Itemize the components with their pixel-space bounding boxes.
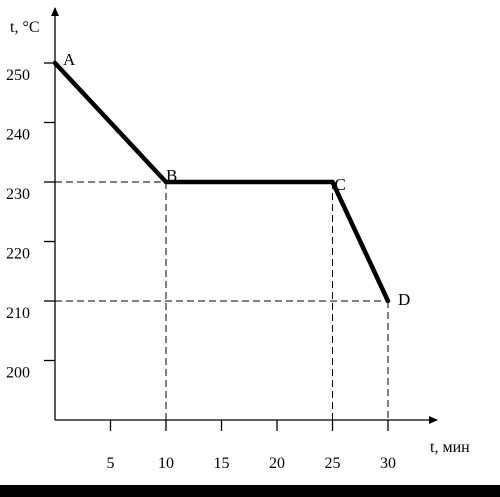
x-tick-label: 25 <box>325 455 341 472</box>
chart-svg: 5 10 15 20 25 30 200 210 220 230 240 250 A B C D t, °C… <box>6 7 470 472</box>
series-segment-CD <box>330 179 391 304</box>
guide-lines <box>55 181 389 420</box>
x-tick-label: 15 <box>214 455 230 472</box>
y-axis-label: t, °C <box>10 19 40 36</box>
x-tick-label: 5 <box>107 455 115 472</box>
bottom-bar <box>0 485 500 497</box>
point-label-C: C <box>335 175 346 194</box>
point-labels: A B C D <box>63 50 410 309</box>
x-tick-label: 30 <box>380 455 396 472</box>
axis-ticks: 5 10 15 20 25 30 200 210 220 230 240 250 <box>6 62 396 472</box>
x-tick-label: 20 <box>269 455 285 472</box>
y-tick-label: 230 <box>6 186 30 203</box>
x-tick-label: 10 <box>158 455 174 472</box>
y-tick-label: 250 <box>6 67 30 84</box>
series <box>52 60 391 304</box>
y-tick-label: 240 <box>6 127 30 144</box>
point-label-B: B <box>166 166 177 185</box>
y-tick-label: 200 <box>6 365 30 382</box>
point-label-A: A <box>63 50 76 69</box>
point-label-D: D <box>398 290 410 309</box>
y-tick-label: 220 <box>6 246 30 263</box>
series-segment-AB <box>52 60 169 185</box>
x-axis-label: t, мин <box>430 439 470 456</box>
y-tick-label: 210 <box>6 305 30 322</box>
